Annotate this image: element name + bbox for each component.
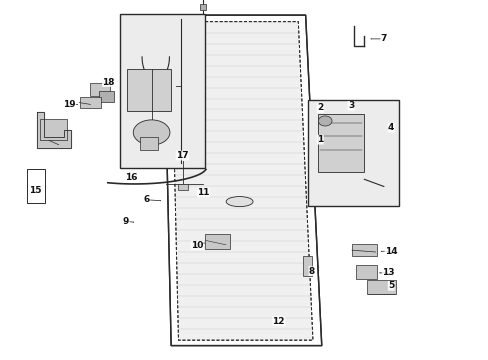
Text: 11: 11 [197,188,209,197]
Text: 1: 1 [317,135,323,144]
Bar [40,119,67,140]
Text: 14: 14 [384,247,397,256]
Bar [140,137,158,150]
Bar [178,184,188,190]
Text: 16: 16 [124,173,137,181]
Text: 13: 13 [382,269,394,277]
Text: 3: 3 [347,101,353,110]
Ellipse shape [225,197,253,207]
Bar [317,114,364,172]
Bar [127,69,171,111]
Text: 15: 15 [29,186,41,194]
Bar [307,100,398,206]
Bar [27,169,45,203]
Circle shape [318,116,331,126]
Text: 12: 12 [272,317,285,325]
Text: 9: 9 [122,217,129,226]
Text: 7: 7 [380,34,386,43]
Bar [80,97,101,108]
Text: 10: 10 [190,241,203,250]
Bar [205,234,229,249]
Bar [351,244,376,256]
Bar [120,14,205,168]
Text: 18: 18 [102,77,115,86]
Bar [366,280,395,294]
Text: 17: 17 [176,151,188,160]
Text: 19: 19 [63,100,76,109]
Text: 8: 8 [308,266,314,276]
Bar [99,91,114,102]
Bar [200,4,205,10]
Bar [90,83,110,95]
Polygon shape [171,22,312,340]
Ellipse shape [133,120,170,145]
Text: 5: 5 [387,282,393,291]
Text: 6: 6 [143,195,149,204]
Text: 4: 4 [387,123,394,132]
Text: 2: 2 [317,104,323,112]
Bar [303,256,311,276]
Bar [356,265,376,279]
Polygon shape [37,112,71,148]
